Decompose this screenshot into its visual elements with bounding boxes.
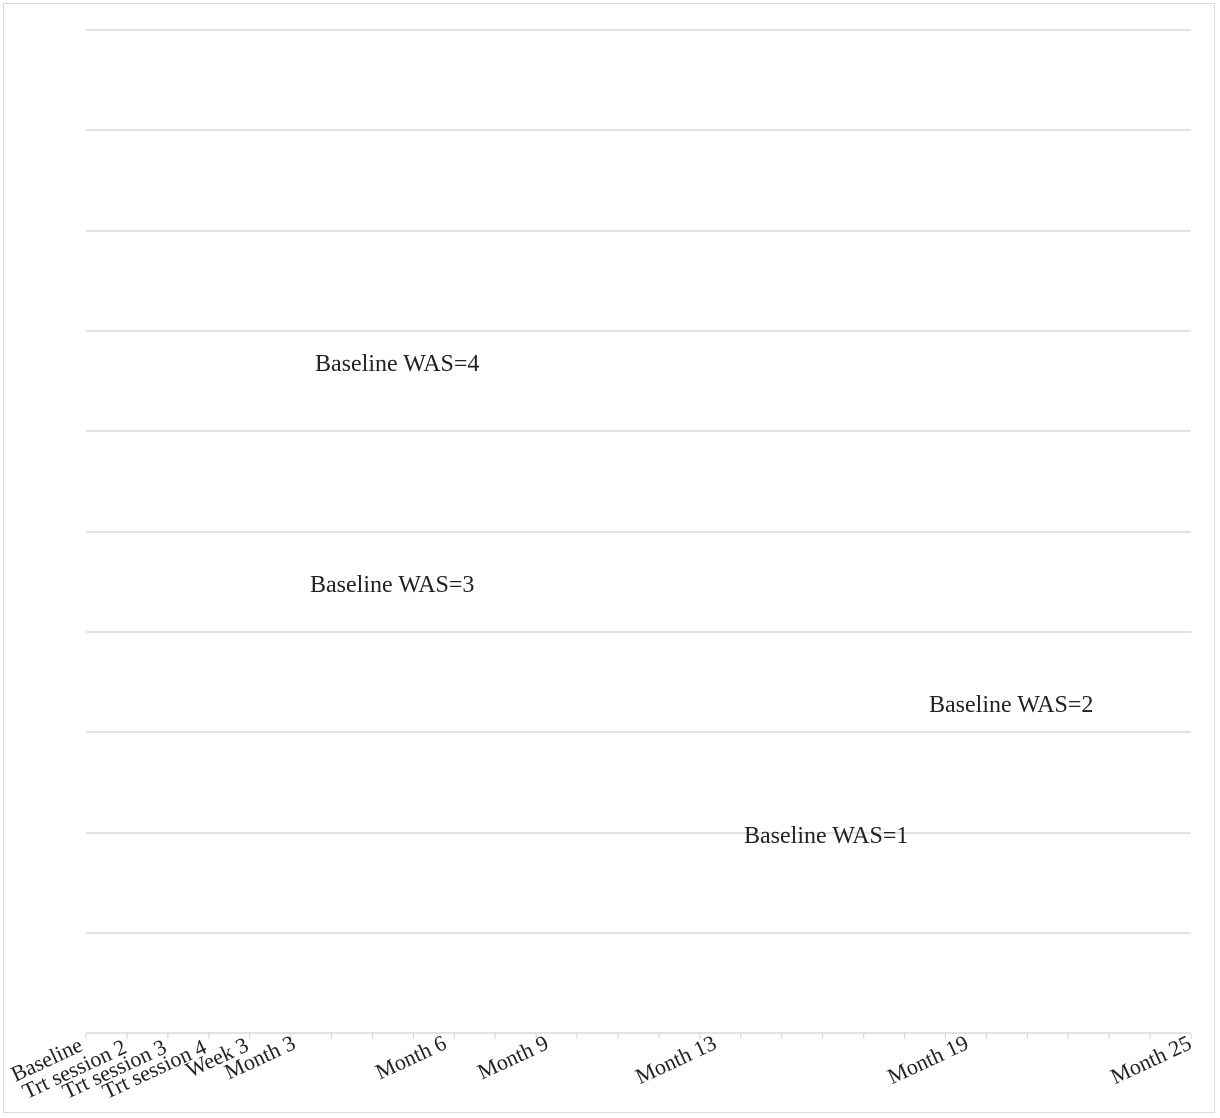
annotation-was-2: Baseline WAS=2: [929, 692, 1093, 718]
x-tick-label: Month 19: [883, 1030, 972, 1089]
x-tick-label: Month 9: [473, 1030, 552, 1084]
annotations: Baseline WAS=4 Baseline WAS=3 Baseline W…: [310, 351, 1093, 849]
annotation-was-3: Baseline WAS=3: [310, 572, 474, 598]
annotation-was-1: Baseline WAS=1: [744, 823, 908, 849]
gridlines: [86, 29, 1191, 934]
annotation-was-4: Baseline WAS=4: [315, 351, 479, 377]
x-tick-label: Month 13: [631, 1030, 720, 1089]
x-tick-label: Month 6: [371, 1030, 450, 1084]
x-tick-label: Month 25: [1106, 1030, 1195, 1089]
chart-frame: [3, 3, 1215, 1113]
x-axis: [85, 1032, 1192, 1039]
